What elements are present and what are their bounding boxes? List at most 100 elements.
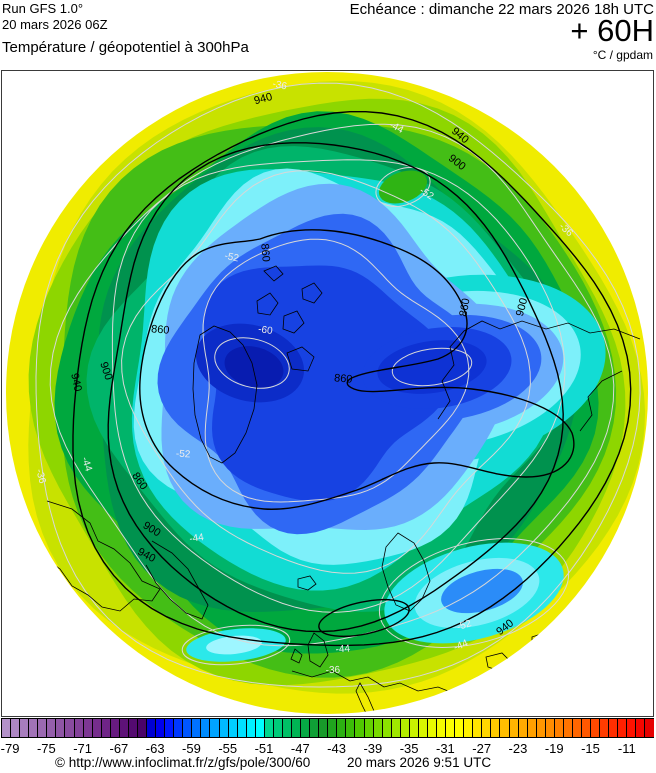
scale-tick-label: -47 (290, 741, 310, 756)
temperature-contour-label: -36 (271, 79, 288, 93)
scale-cell (563, 719, 573, 737)
scale-tick-label: -79 (0, 741, 20, 756)
scale-cell (636, 719, 646, 737)
geopotential-contours (72, 111, 632, 647)
temperature-contours (35, 82, 641, 688)
scale-cell (600, 719, 610, 737)
temperature-contour-label: -44 (335, 643, 351, 655)
scale-cell (618, 719, 628, 737)
scale-tick-label: -11 (617, 741, 636, 756)
temperature-contour-label: -52 (456, 618, 474, 633)
scale-tick-label: -31 (435, 741, 455, 756)
scale-cell (264, 719, 274, 737)
scale-cell (455, 719, 465, 737)
scale-cell (554, 719, 564, 737)
scale-cell (74, 719, 84, 737)
geopotential-contour-label: 940 (68, 372, 84, 392)
scale-cell (273, 719, 283, 737)
scale-cell (437, 719, 447, 737)
scale-cell (192, 719, 202, 737)
scale-cell (446, 719, 456, 737)
scale-cell (20, 719, 30, 737)
scale-tick-labels: -79 -75 -71 -67 -63 -59 -55 -51 -47 -43 -39 -35 -31 -… (0, 741, 656, 757)
geopotential-contour-label: 940 (253, 91, 274, 107)
scale-cell (346, 719, 356, 737)
temperature-contour-label: -36 (33, 468, 47, 485)
scale-cell (174, 719, 184, 737)
generation-timestamp: 20 mars 2026 9:51 UTC (347, 755, 492, 770)
scale-cell (491, 719, 501, 737)
scale-cell (165, 719, 175, 737)
geopotential-contour-label: 860 (334, 372, 353, 386)
temperature-contour-label: -44 (189, 532, 205, 545)
scale-cell (65, 719, 75, 737)
scale-cell (418, 719, 428, 737)
scale-cell (319, 719, 329, 737)
scale-cell (83, 719, 93, 737)
scale-cell (255, 719, 265, 737)
scale-tick-label: -55 (218, 741, 238, 756)
scale-cell (382, 719, 392, 737)
copyright-url: © http://www.infoclimat.fr/z/gfs/pole/30… (55, 755, 311, 770)
lead-time-label: + 60H (570, 13, 654, 48)
scale-cell (409, 719, 419, 737)
scale-cell (156, 719, 166, 737)
geopotential-contour-label: 860 (151, 323, 170, 337)
scale-cell (527, 719, 537, 737)
scale-cell (29, 719, 39, 737)
scale-cell (427, 719, 437, 737)
scale-cell (500, 719, 510, 737)
geopotential-contour-label: 860 (458, 297, 473, 317)
scale-cell (627, 719, 637, 737)
scale-cell (137, 719, 147, 737)
scale-cell (609, 719, 619, 737)
scale-cell (518, 719, 528, 737)
scale-cell (473, 719, 483, 737)
scale-cell (92, 719, 102, 737)
scale-cell (282, 719, 292, 737)
temperature-contour-label: -52 (223, 251, 240, 265)
scale-cell (337, 719, 347, 737)
run-date-label: 20 mars 2026 06Z (2, 17, 108, 32)
scale-cell (391, 719, 401, 737)
valid-time-label: Echéance : dimanche 22 mars 2026 18h UTC (349, 1, 654, 18)
scale-tick-label: -35 (399, 741, 419, 756)
scale-cell (536, 719, 546, 737)
scale-tick-label: -19 (544, 741, 564, 756)
temperature-contour-label: -44 (452, 638, 470, 654)
scale-cell (355, 719, 365, 737)
geopotential-contour-label: 900 (97, 360, 114, 381)
map-frame: 940 940 900 940 900 860 900 940 860 860 860 860 900 9… (1, 70, 654, 717)
scale-cell (128, 719, 138, 737)
variable-label: Température / géopotentiel à 300hPa (2, 39, 249, 56)
scale-cell (210, 719, 220, 737)
scale-tick-label: -75 (36, 741, 56, 756)
scale-tick-label: -59 (182, 741, 201, 756)
scale-tick-label: -27 (472, 741, 492, 756)
scale-cell (47, 719, 57, 737)
temperature-fill-layer (6, 72, 648, 714)
geopotential-contour-label: 900 (514, 297, 530, 318)
scale-cell (219, 719, 229, 737)
scale-cell (582, 719, 592, 737)
scale-cell (328, 719, 338, 737)
scale-cell (364, 719, 374, 737)
scale-cell (201, 719, 211, 737)
scale-cell (147, 719, 157, 737)
scale-cell (110, 719, 120, 737)
units-label: °C / gpdam (592, 48, 653, 62)
scale-cell (228, 719, 238, 737)
scale-cell (400, 719, 410, 737)
run-model-label: Run GFS 1.0° (2, 1, 84, 16)
scale-cell (38, 719, 48, 737)
scale-cell (292, 719, 302, 737)
scale-cell (183, 719, 193, 737)
scale-tick-label: -67 (109, 741, 129, 756)
scale-tick-label: -23 (508, 741, 528, 756)
scale-tick-label: -43 (327, 741, 346, 756)
scale-tick-label: -39 (363, 741, 383, 756)
scale-cell (591, 719, 601, 737)
scale-cell (119, 719, 129, 737)
scale-cell (373, 719, 383, 737)
